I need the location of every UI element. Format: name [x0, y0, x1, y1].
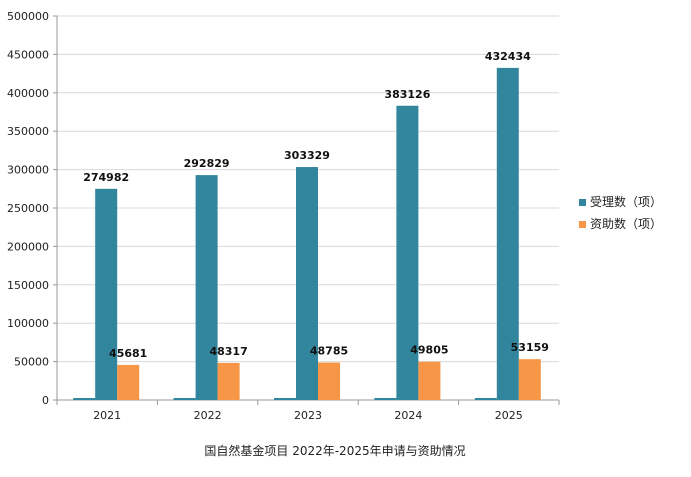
bar-base [474, 398, 497, 400]
data-label: 45681 [109, 347, 147, 360]
bar [418, 361, 441, 400]
legend-swatch [579, 199, 586, 206]
data-label: 274982 [83, 171, 129, 184]
x-tick-label: 2021 [93, 409, 121, 422]
y-tick-label: 0 [42, 394, 49, 407]
bar [496, 67, 519, 400]
y-tick-label: 150000 [7, 279, 49, 292]
legend-label: 受理数（项） [590, 194, 662, 209]
bar-base [274, 398, 296, 400]
legend: 受理数（项） 资助数（项） [579, 194, 662, 231]
y-tick-label: 300000 [7, 164, 49, 177]
x-tick-label: 2025 [495, 409, 523, 422]
bar [95, 188, 118, 400]
data-label: 53159 [511, 341, 549, 354]
bar [296, 167, 318, 400]
y-tick-label: 50000 [14, 356, 49, 369]
chart-caption: 国自然基金项目 2022年-2025年申请与资助情况 [204, 443, 465, 458]
legend-swatch [579, 221, 586, 228]
y-tick-label: 200000 [7, 240, 49, 253]
y-tick-label: 450000 [7, 48, 49, 61]
bar [318, 362, 340, 400]
data-label: 303329 [284, 149, 330, 162]
bar [518, 359, 541, 400]
bar [195, 175, 218, 400]
y-tick-label: 350000 [7, 125, 49, 138]
y-tick-label: 100000 [7, 317, 49, 330]
data-label: 432434 [485, 50, 531, 63]
legend-label: 资助数（项） [590, 216, 662, 231]
x-tick-label: 2024 [394, 409, 422, 422]
y-tick-label: 500000 [7, 10, 49, 23]
bar-base [374, 398, 397, 400]
data-label: 292829 [184, 157, 230, 170]
y-axis-ticks: 0 50000 100000 150000 200000 250000 300000 3500… [7, 10, 49, 407]
data-label: 48317 [209, 345, 247, 358]
bar [217, 362, 240, 400]
x-tick-label: 2022 [194, 409, 222, 422]
bar [117, 364, 140, 400]
bar-base [73, 398, 96, 400]
bar [396, 105, 419, 401]
bar-base [173, 398, 196, 400]
data-label: 49805 [410, 344, 448, 357]
bars [73, 67, 541, 401]
x-tick-label: 2023 [294, 409, 322, 422]
data-label: 383126 [384, 88, 430, 101]
y-tick-label: 250000 [7, 202, 49, 215]
data-label: 48785 [310, 345, 348, 358]
y-tick-label: 400000 [7, 87, 49, 100]
x-axis-ticks: 2021 2022 2023 2024 2025 [93, 409, 523, 422]
data-labels: 274982 45681 292829 48317 303329 48785 383126 4… [83, 50, 549, 360]
